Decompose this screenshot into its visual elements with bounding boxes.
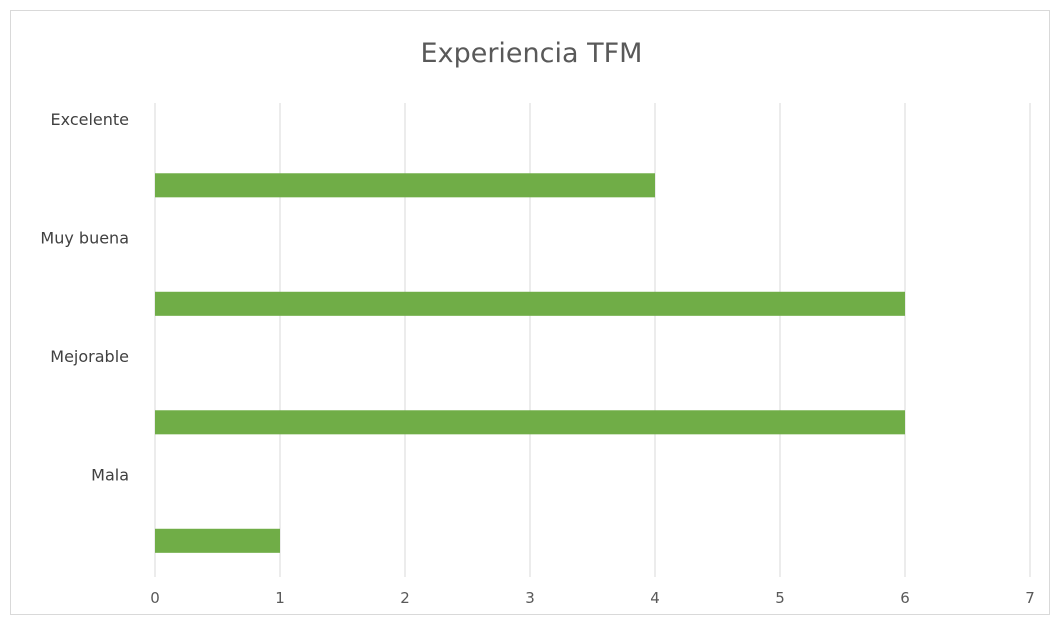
x-tick-label-5: 5 (775, 589, 785, 607)
bar-excelente (155, 173, 655, 198)
x-tick-label-3: 3 (525, 589, 535, 607)
category-label-muy-buena: Muy buena (40, 228, 129, 247)
x-tick-label-2: 2 (400, 589, 410, 607)
x-tick-label-4: 4 (650, 589, 660, 607)
x-tick-label-6: 6 (900, 589, 910, 607)
bars (155, 173, 905, 553)
x-tick-label-1: 1 (275, 589, 285, 607)
category-label-mala: Mala (91, 465, 129, 484)
bar-muy-buena (155, 291, 905, 316)
bar-mejorable (155, 410, 905, 435)
chart-title: Experiencia TFM (420, 38, 643, 69)
x-tick-label-0: 0 (150, 589, 160, 607)
category-label-excelente: Excelente (51, 110, 129, 129)
x-tick-label-7: 7 (1025, 589, 1035, 607)
category-label-mejorable: Mejorable (50, 347, 129, 366)
bar-mala (155, 528, 280, 553)
category-labels: Excelente Muy buena Mejorable Mala (40, 110, 129, 484)
x-tick-labels: 0 1 2 3 4 5 6 7 (150, 589, 1035, 607)
